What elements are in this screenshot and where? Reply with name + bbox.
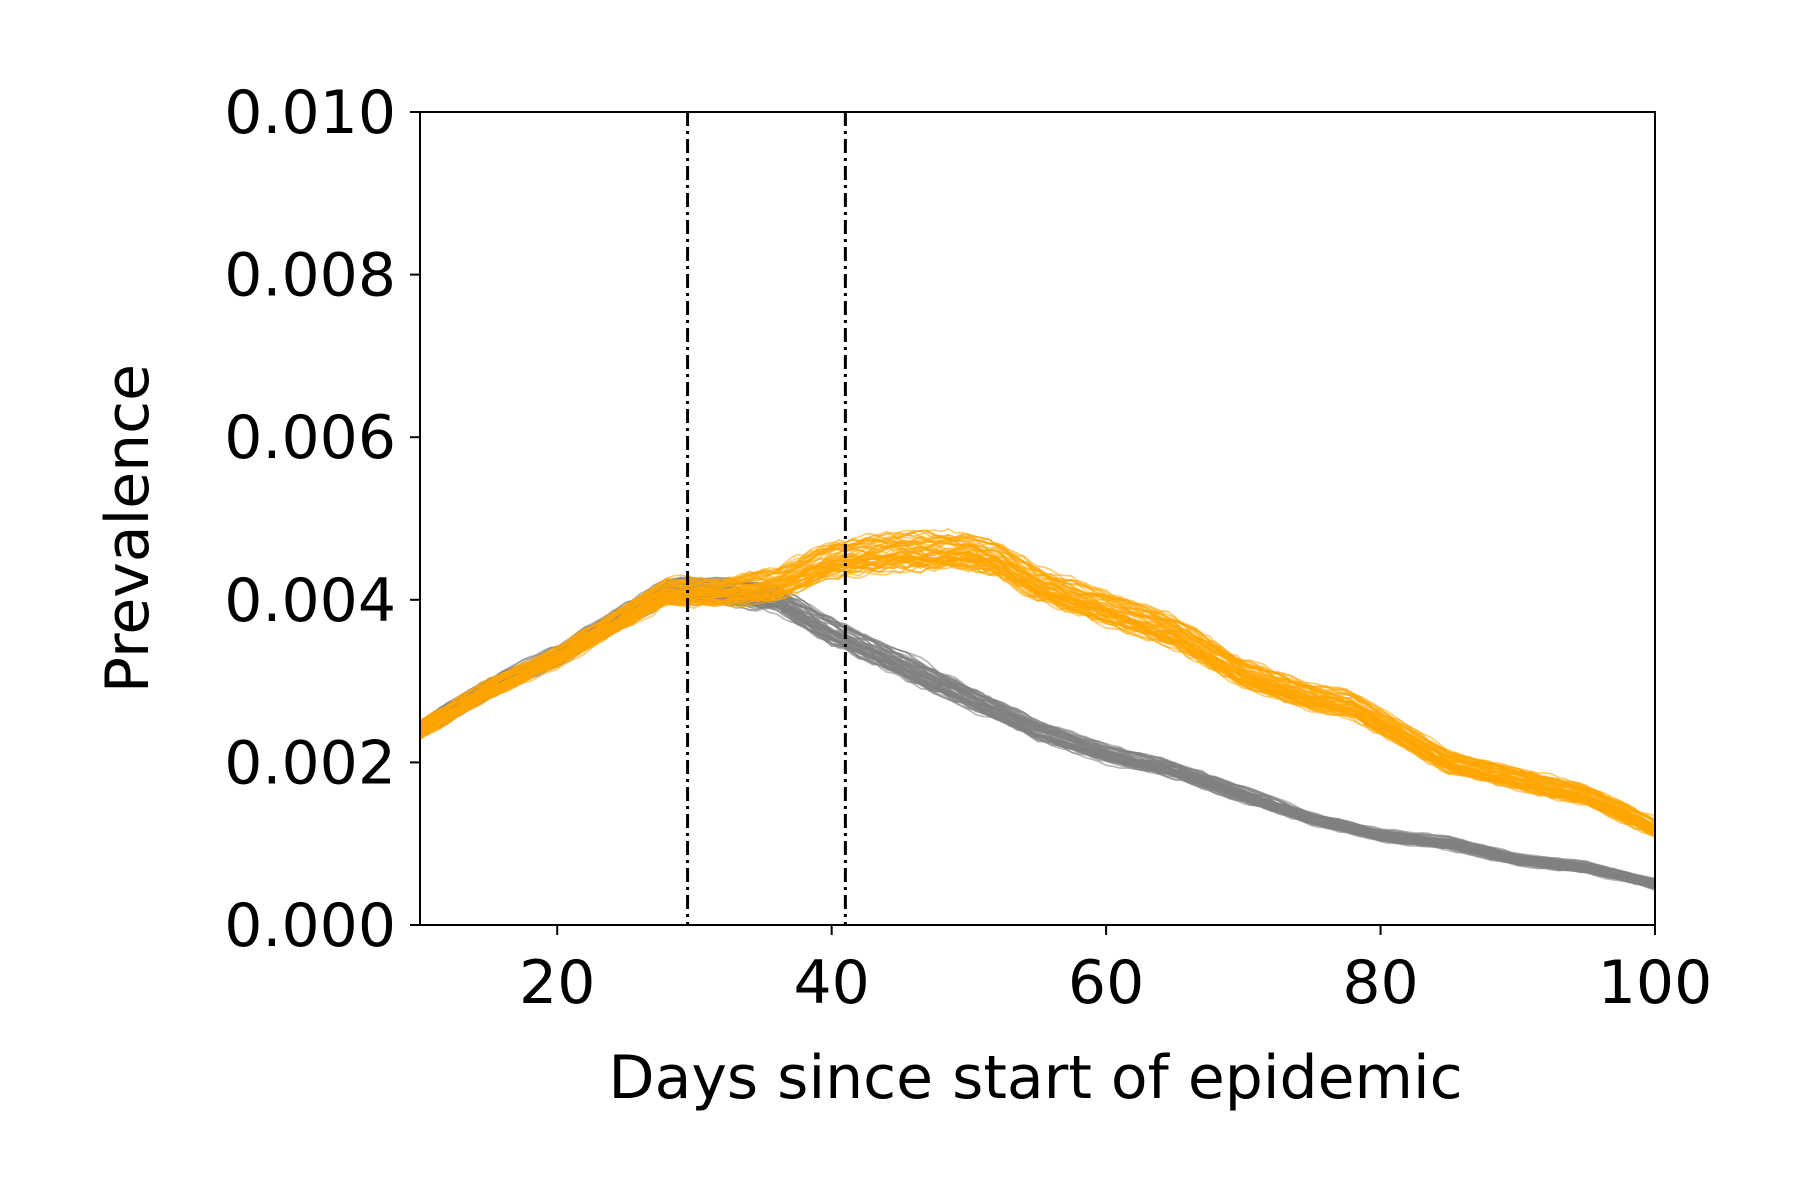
y-tick-label: 0.004 <box>224 566 396 636</box>
intervention-markers <box>686 112 847 925</box>
orange-series-run-line <box>419 556 1656 833</box>
orange-series-run-line <box>419 564 1656 838</box>
orange-series-run-line <box>419 556 1656 837</box>
orange-series-run-line <box>419 563 1656 838</box>
orange-series-run-line <box>419 563 1656 836</box>
orange-series-run-line <box>419 541 1656 829</box>
y-tick-label: 0.010 <box>224 78 396 148</box>
y-tick-label: 0.006 <box>224 403 396 473</box>
orange-series-run-line <box>419 556 1656 832</box>
orange-series-run-line <box>419 550 1656 833</box>
x-tick-label: 80 <box>1342 948 1418 1018</box>
plot-frame <box>419 111 1656 926</box>
y-axis-ticks: 0.000 0.002 0.004 0.006 0.008 0.010 <box>224 78 420 961</box>
x-tick-label: 20 <box>519 948 595 1018</box>
orange-series-run-line <box>419 540 1656 826</box>
orange-series-run-line <box>419 561 1656 836</box>
orange-series-run-line <box>419 531 1656 822</box>
x-tick-label: 40 <box>793 948 869 1018</box>
y-axis-label: Prevalence <box>93 364 163 693</box>
orange-series-run-line <box>419 529 1656 821</box>
x-axis-label: Days since start of epidemic <box>608 1043 1462 1113</box>
orange-series-run-line <box>419 560 1656 835</box>
y-tick-label: 0.002 <box>224 728 396 798</box>
orange-series-ensemble <box>419 527 1656 838</box>
orange-series-run-line <box>419 539 1656 825</box>
grey-series-run-line <box>419 576 1656 882</box>
orange-series-run-line <box>419 561 1656 837</box>
x-axis-ticks: 20 40 60 80 100 <box>519 925 1712 1018</box>
y-tick-label: 0.008 <box>224 241 396 311</box>
y-tick-label: 0.000 <box>224 891 396 961</box>
orange-series-run-line <box>419 556 1656 835</box>
x-tick-label: 100 <box>1598 948 1713 1018</box>
x-tick-label: 60 <box>1068 948 1144 1018</box>
